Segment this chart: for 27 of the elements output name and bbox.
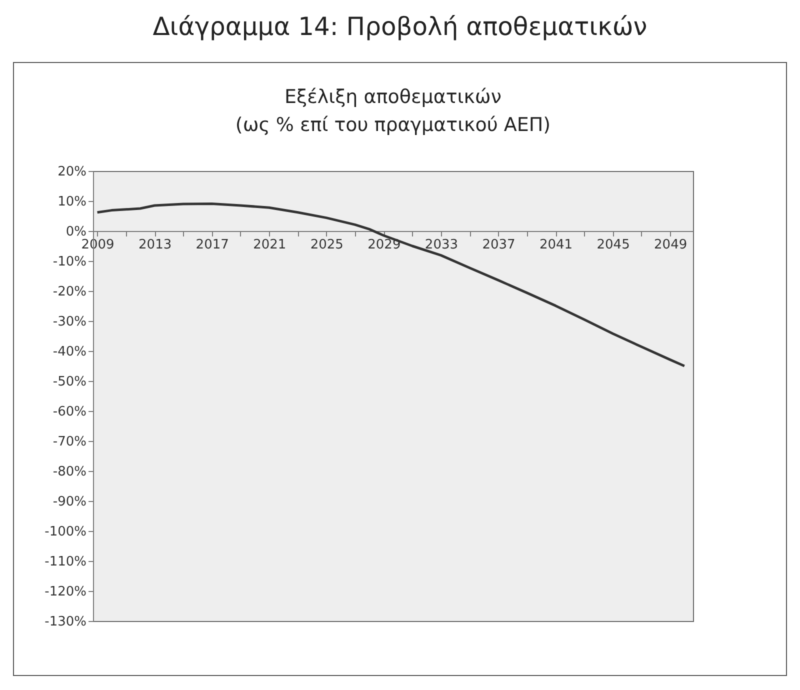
y-tick-label: -10% (52, 254, 86, 270)
x-tick-label: 2049 (654, 238, 688, 252)
y-tick-label: 10% (58, 194, 86, 210)
y-tick-label: -90% (52, 494, 86, 510)
y-tick-label: -60% (52, 404, 86, 420)
y-tick-label: 20% (58, 164, 86, 180)
y-tick-label: -130% (44, 614, 86, 630)
y-tick-label: -70% (52, 434, 86, 450)
x-tick-label: 2021 (253, 238, 286, 252)
chart-subtitle: Εξέλιξη αποθεματικών (ως % επί του πραγματικού ΑΕΠ) (235, 86, 551, 136)
x-tick-label: 2037 (482, 238, 516, 252)
y-tick-label: -110% (44, 554, 86, 570)
x-tick-label: 2025 (310, 238, 344, 252)
x-tick-label: 2033 (424, 238, 458, 252)
y-tick-label: -120% (44, 584, 86, 600)
x-tick-label: 2045 (596, 238, 630, 252)
y-tick-label: -80% (52, 464, 86, 480)
y-tick-label: -50% (52, 374, 86, 390)
y-tick-label: -30% (52, 314, 86, 330)
y-tick-label: -100% (44, 524, 86, 540)
x-tick-label: 2041 (539, 238, 573, 252)
chart-title: Διάγραμμα 14: Προβολή αποθεματικών (152, 12, 648, 43)
y-tick-label: -40% (52, 344, 86, 360)
x-tick-label: 2017 (196, 238, 229, 252)
y-tick-label: -20% (52, 284, 86, 300)
y-tick-label: 0% (66, 224, 86, 240)
x-tick-label: 2013 (138, 238, 172, 252)
